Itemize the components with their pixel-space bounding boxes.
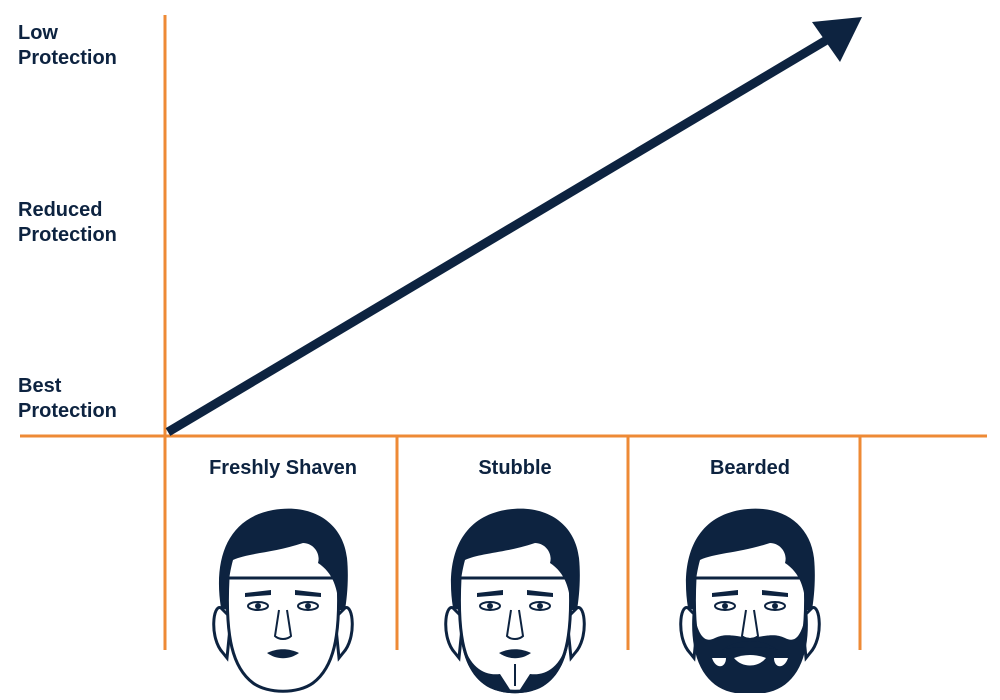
- y-level-label: Protection: [18, 224, 117, 246]
- y-level-label: Low: [18, 22, 58, 44]
- y-level-label: Reduced: [18, 199, 102, 221]
- face-shaven: [212, 507, 354, 693]
- y-level-label: Protection: [18, 400, 117, 422]
- category-label: Bearded: [710, 457, 790, 479]
- y-level-label: Protection: [18, 47, 117, 69]
- face-bearded: [679, 507, 821, 693]
- arrow-head: [812, 17, 862, 62]
- face-stubble: [444, 507, 586, 694]
- y-level-label: Best: [18, 375, 62, 397]
- category-label: Stubble: [478, 457, 551, 479]
- category-label: Freshly Shaven: [209, 457, 357, 479]
- trend-arrow: [165, 31, 838, 436]
